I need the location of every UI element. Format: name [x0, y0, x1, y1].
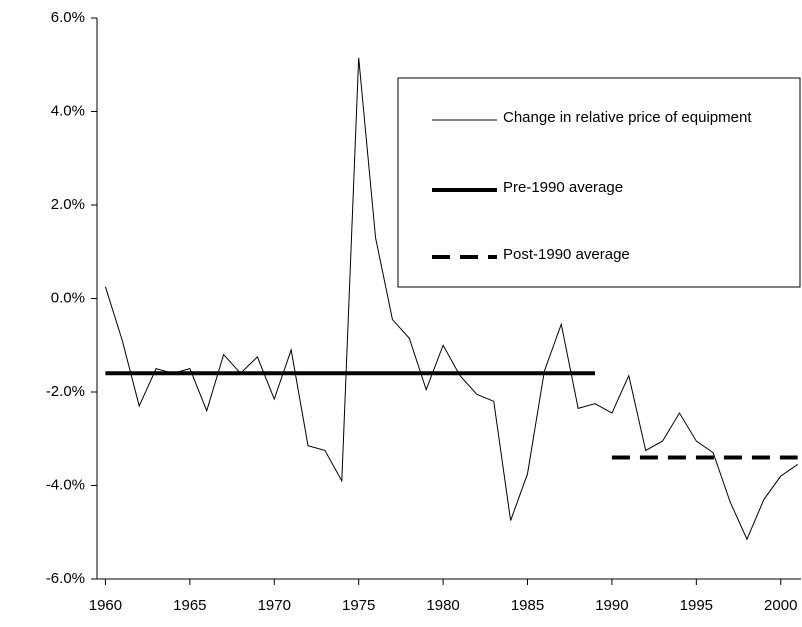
series-line	[104, 57, 798, 541]
x-tick-label: 1990	[595, 597, 628, 614]
y-tick-label: -6.0%	[46, 570, 85, 587]
x-tick-label: 1970	[258, 597, 291, 614]
legend-label: Change in relative price of equipment	[503, 109, 752, 126]
y-tick-label: 0.0%	[51, 289, 85, 306]
x-tick-label: 2000	[764, 597, 797, 614]
x-tick-label: 1985	[511, 597, 544, 614]
legend-label-line: Pre-1990 average	[503, 179, 623, 196]
legend-label: Pre-1990 average	[503, 179, 623, 196]
x-tick-label: 1965	[173, 597, 206, 614]
legend-box	[397, 77, 801, 288]
x-tick-label: 1960	[89, 597, 122, 614]
legend-label-line: Post-1990 average	[503, 246, 630, 263]
y-tick-label: -4.0%	[46, 476, 85, 493]
y-tick-label: 4.0%	[51, 102, 85, 119]
legend-label: Post-1990 average	[503, 246, 630, 263]
y-tick-label: -2.0%	[46, 383, 85, 400]
x-tick-label: 1975	[342, 597, 375, 614]
x-tick-label: 1980	[426, 597, 459, 614]
y-tick-label: 6.0%	[51, 9, 85, 26]
legend-label-line: Change in relative price of equipment	[503, 109, 752, 126]
x-tick-label: 1995	[680, 597, 713, 614]
y-tick-label: 2.0%	[51, 196, 85, 213]
